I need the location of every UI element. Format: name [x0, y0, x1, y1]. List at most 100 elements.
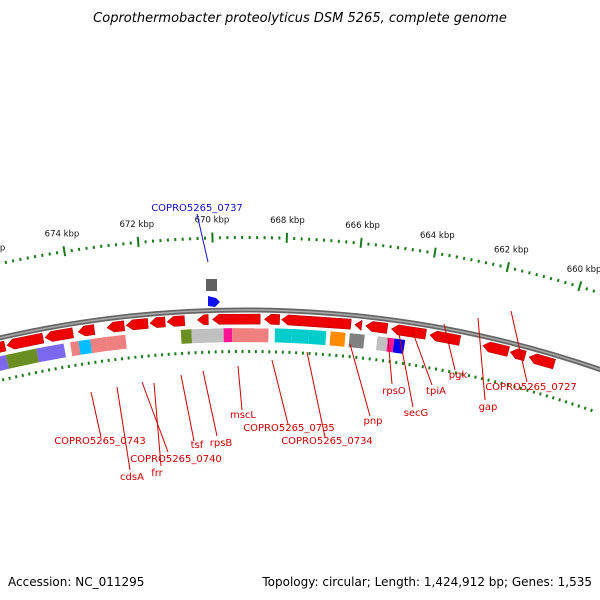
scale-tick: [4, 260, 8, 265]
inner-tick: [408, 362, 411, 367]
scale-tick: [426, 250, 429, 254]
feature-block[interactable]: [78, 339, 93, 355]
gene-label[interactable]: mscL: [230, 410, 256, 421]
inner-tick: [434, 367, 438, 371]
gene-arrow[interactable]: [281, 314, 352, 330]
gene-label[interactable]: cdsA: [120, 472, 144, 483]
leader-line: [237, 365, 243, 411]
highlight-label: COPRO5265_0737: [151, 203, 243, 214]
gene-label[interactable]: COPRO5265_0734: [281, 436, 373, 447]
inner-tick: [401, 361, 405, 366]
scale-tick: [484, 261, 488, 265]
leader-line: [349, 343, 371, 417]
scale-tick: [48, 252, 51, 256]
gene-arrow[interactable]: [0, 340, 7, 357]
inner-tick: [526, 388, 529, 392]
gene-label[interactable]: tpiA: [426, 386, 446, 397]
feature-block[interactable]: [232, 328, 269, 343]
gene-arrow[interactable]: [106, 320, 126, 333]
gene-label[interactable]: pgk: [449, 370, 468, 381]
feature-block[interactable]: [223, 328, 233, 343]
feature-block[interactable]: [36, 343, 66, 363]
gene-arrow[interactable]: [125, 318, 149, 331]
inner-tick: [441, 368, 444, 372]
scale-tick: [62, 246, 67, 257]
scale-tick: [542, 274, 546, 279]
feature-block[interactable]: [0, 355, 9, 376]
leader-line: [116, 386, 131, 471]
gene-label[interactable]: rpsO: [382, 386, 406, 397]
inner-tick: [545, 394, 549, 398]
kbp-label: 666 kbp: [345, 221, 380, 231]
gene-arrow[interactable]: [197, 314, 209, 326]
scale-tick: [70, 248, 73, 253]
kbp-label: 674 kbp: [45, 229, 80, 239]
leader-line: [271, 359, 289, 425]
gene-arrow[interactable]: [429, 330, 462, 346]
scale-labels: 676 kbp 674 kbp 672 kbp 670 kbp 668 kbp 666 k…: [0, 216, 600, 275]
feature-block[interactable]: [392, 338, 406, 354]
inner-tick: [519, 386, 523, 391]
gene-arrow[interactable]: [365, 321, 389, 334]
feature-block[interactable]: [70, 341, 81, 357]
gene-label[interactable]: tsf: [191, 440, 204, 451]
feature-block[interactable]: [291, 329, 310, 344]
feature-block[interactable]: [274, 328, 293, 343]
scale-tick: [556, 278, 560, 283]
feature-block[interactable]: [329, 331, 346, 347]
gene-label[interactable]: COPRO5265_0735: [243, 423, 335, 434]
gene-arrow[interactable]: [149, 316, 166, 328]
highlighted-gene[interactable]: COPRO5265_0737: [151, 203, 243, 307]
feature-block[interactable]: [90, 337, 108, 354]
gene-label[interactable]: frr: [151, 468, 163, 479]
inner-tick: [414, 363, 418, 368]
gene-label[interactable]: pnp: [363, 416, 382, 427]
scale-tick: [577, 281, 583, 292]
gene-label[interactable]: gap: [479, 402, 498, 413]
inner-tick: [590, 408, 593, 413]
gene-label[interactable]: COPRO5265_0740: [130, 454, 222, 465]
gene-arrow[interactable]: [509, 348, 527, 362]
gene-track: [0, 313, 556, 370]
gene-label[interactable]: COPRO5265_0743: [54, 436, 146, 447]
scale-tick: [411, 248, 414, 252]
kbp-label: 672 kbp: [119, 220, 154, 230]
gene-label[interactable]: secG: [404, 408, 429, 419]
feature-block[interactable]: [191, 328, 224, 344]
gene-arrow[interactable]: [6, 332, 45, 350]
gene-arrow[interactable]: [212, 313, 261, 325]
scale-tick: [433, 247, 437, 258]
scale-tick: [549, 276, 553, 281]
feature-block[interactable]: [375, 336, 389, 352]
gene-label[interactable]: rpsB: [210, 438, 233, 449]
gene-label[interactable]: COPRO5265_0727: [485, 382, 577, 393]
leader-line: [306, 351, 326, 438]
scale-tick: [359, 237, 363, 248]
inner-tick: [577, 404, 581, 408]
feature-block[interactable]: [180, 329, 193, 344]
gene-arrow[interactable]: [77, 324, 96, 337]
map-title: Coprothermobacter proteolyticus DSM 5265…: [93, 11, 507, 26]
scale-tick: [499, 264, 502, 268]
gene-arrow[interactable]: [166, 315, 186, 327]
gene-arrow[interactable]: [391, 324, 427, 340]
gene-arrow[interactable]: [354, 319, 363, 331]
gene-arrow[interactable]: [528, 353, 556, 370]
gene-arrow[interactable]: [44, 327, 74, 342]
feature-block[interactable]: [348, 333, 365, 349]
genome-backbone: [0, 307, 600, 373]
scale-tick: [491, 262, 495, 267]
feature-block[interactable]: [5, 348, 40, 369]
gene-arrow[interactable]: [482, 341, 510, 357]
inner-tick: [74, 363, 77, 367]
leader-line: [202, 370, 218, 437]
scale-tick: [26, 256, 29, 260]
scale-tick: [41, 253, 44, 257]
gene-arrow[interactable]: [264, 313, 281, 325]
feature-block[interactable]: [106, 334, 127, 351]
feature-block[interactable]: [308, 329, 327, 346]
genome-summary-text: Topology: circular; Length: 1,424,912 bp…: [261, 575, 592, 589]
inner-tick: [500, 381, 503, 386]
